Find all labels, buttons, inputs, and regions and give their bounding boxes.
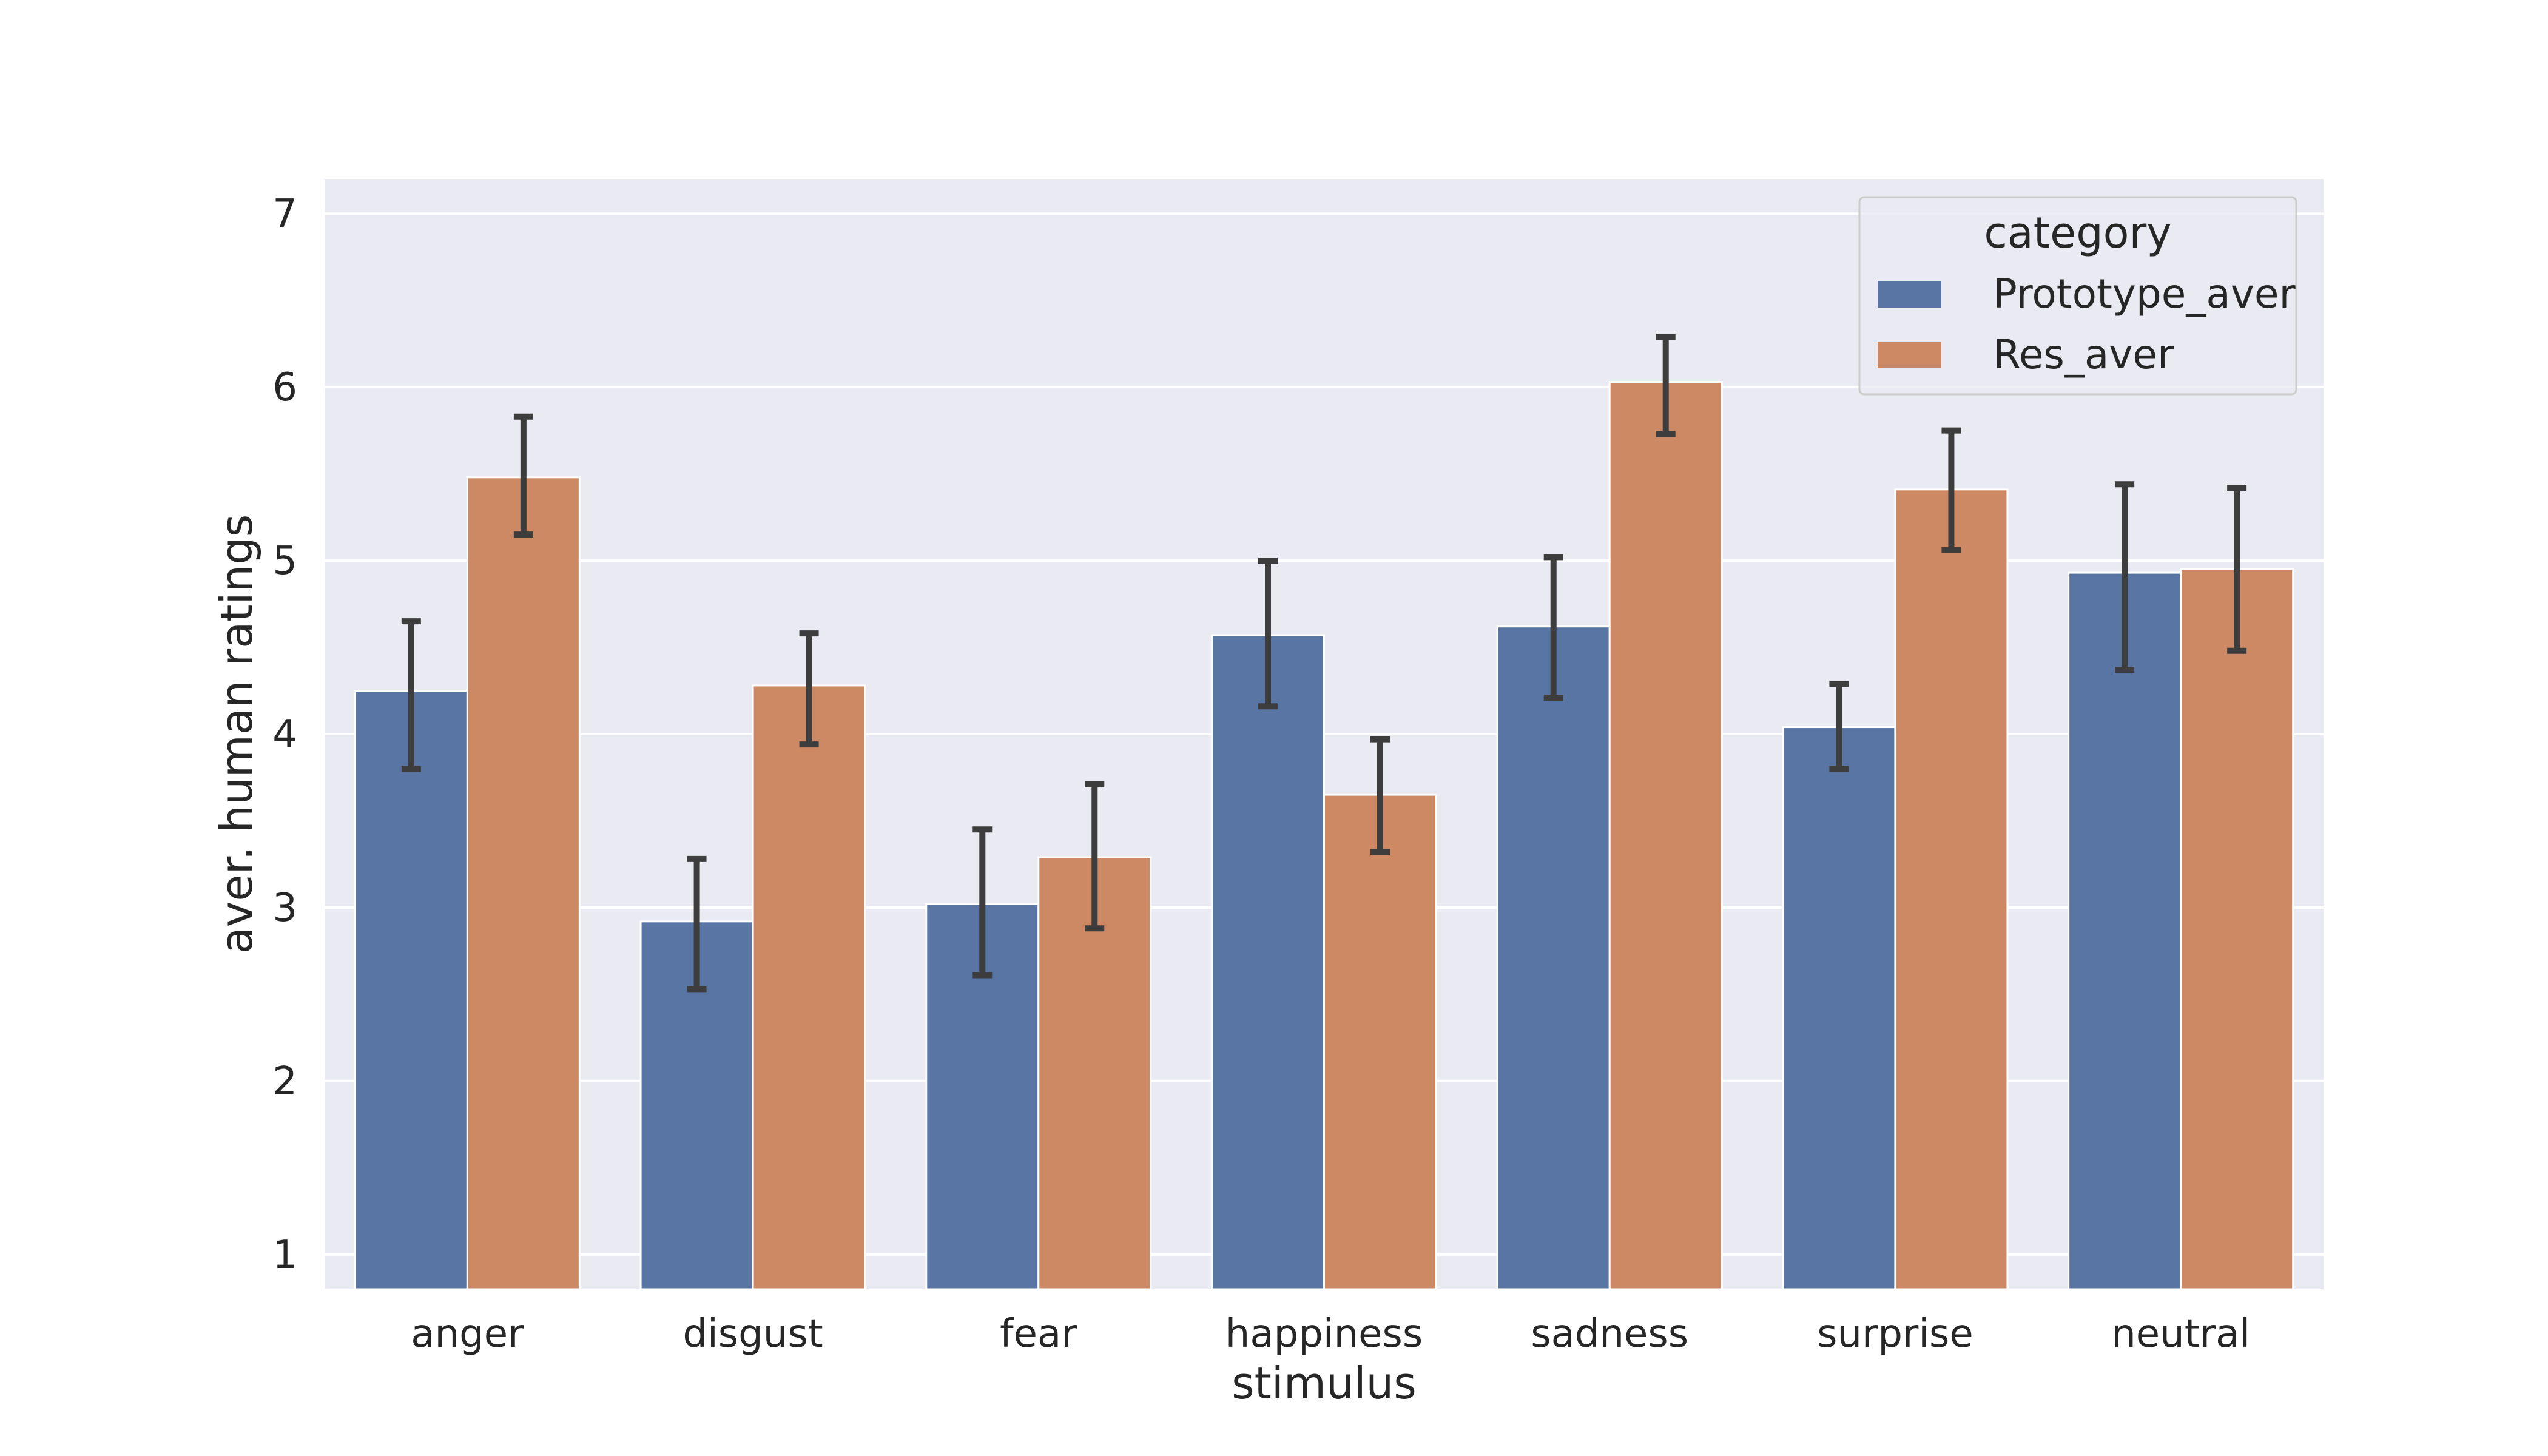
error-bar-fear-prototype xyxy=(972,826,993,979)
x-tick-label-happiness: happiness xyxy=(1225,1312,1423,1357)
legend-title: category xyxy=(1984,208,2171,258)
error-bar-disgust-res xyxy=(799,630,819,748)
bar-neutral-res xyxy=(2180,568,2294,1290)
y-tick-label: 6 xyxy=(272,365,297,410)
error-bar-disgust-prototype xyxy=(687,855,707,993)
bar-happiness-res xyxy=(1323,794,1437,1290)
x-tick-labels: anger disgust fear happiness sadness surprise… xyxy=(411,1312,2250,1357)
y-tick-label: 1 xyxy=(272,1233,297,1278)
x-tick-label-sadness: sadness xyxy=(1531,1312,1688,1357)
bar-happiness-prototype xyxy=(1211,634,1325,1290)
x-tick-label-anger: anger xyxy=(411,1312,524,1357)
y-tick-label: 4 xyxy=(272,712,297,757)
bar-disgust-prototype xyxy=(639,920,754,1290)
x-tick-label-fear: fear xyxy=(1000,1312,1077,1357)
y-axis-label: aver. human ratings xyxy=(211,514,262,954)
bar-surprise-prototype xyxy=(1782,726,1896,1290)
bars xyxy=(354,381,2294,1290)
error-bar-surprise-res xyxy=(1941,427,1961,553)
y-tick-labels: 1 2 3 4 5 6 7 xyxy=(272,192,297,1278)
error-bar-fear-res xyxy=(1085,781,1105,932)
legend-label-res: Res_aver xyxy=(1993,331,2174,378)
y-tick-label: 3 xyxy=(272,886,297,931)
bar-sadness-prototype xyxy=(1496,625,1611,1290)
legend-swatch-res xyxy=(1878,342,1941,368)
error-bar-happiness-res xyxy=(1370,736,1390,855)
error-bar-happiness-prototype xyxy=(1258,558,1278,710)
y-tick-label: 5 xyxy=(272,539,297,584)
error-bar-anger-prototype xyxy=(401,618,421,772)
bar-anger-prototype xyxy=(354,690,468,1290)
error-bar-sadness-prototype xyxy=(1543,554,1563,701)
bar-sadness-res xyxy=(1608,381,1723,1290)
bar-anger-res xyxy=(466,476,581,1290)
legend: category Prototype_aver Res_aver xyxy=(1858,196,2297,396)
error-bar-neutral-res xyxy=(2227,484,2247,654)
legend-box xyxy=(1858,196,2297,396)
x-tick-label-neutral: neutral xyxy=(2111,1312,2250,1357)
error-bar-anger-res xyxy=(513,413,533,538)
bar-surprise-res xyxy=(1894,488,2009,1290)
bar-neutral-prototype xyxy=(2068,571,2182,1290)
y-tick-label: 2 xyxy=(272,1059,297,1104)
x-tick-label-disgust: disgust xyxy=(682,1312,823,1357)
error-bar-sadness-res xyxy=(1656,334,1676,437)
x-axis-label: stimulus xyxy=(1232,1358,1417,1409)
x-tick-label-surprise: surprise xyxy=(1817,1312,1973,1357)
legend-swatch-prototype xyxy=(1878,281,1941,308)
bar-disgust-res xyxy=(752,684,866,1290)
legend-label-prototype: Prototype_aver xyxy=(1993,271,2296,317)
error-bar-neutral-prototype xyxy=(2115,481,2135,673)
y-tick-label: 7 xyxy=(272,192,297,237)
error-bar-surprise-prototype xyxy=(1829,681,1849,772)
error-bars xyxy=(401,334,2247,993)
